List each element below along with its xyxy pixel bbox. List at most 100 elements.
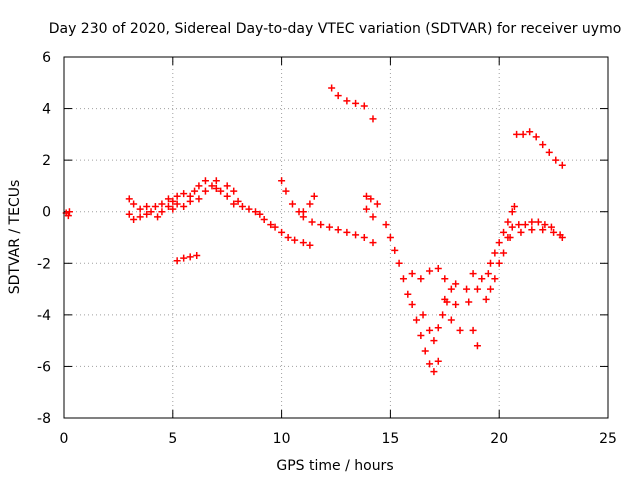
data-point [508, 208, 516, 216]
data-point [191, 187, 199, 195]
data-point [310, 192, 318, 200]
data-point [201, 187, 209, 195]
data-point [452, 301, 460, 309]
data-point [212, 185, 220, 193]
data-point [469, 326, 477, 334]
data-point [439, 311, 447, 319]
data-point [373, 200, 381, 208]
data-point [417, 331, 425, 339]
x-tick-label: 15 [381, 431, 399, 447]
data-point [506, 234, 514, 241]
x-tick-label: 5 [168, 431, 177, 447]
data-point [125, 195, 133, 203]
data-point [452, 280, 460, 288]
data-point [284, 234, 292, 241]
data-point [500, 228, 508, 236]
data-point [526, 128, 534, 136]
data-point [173, 200, 181, 208]
y-tick-label: -6 [37, 359, 51, 375]
plot-background [64, 57, 608, 418]
data-point [151, 203, 159, 211]
data-point [251, 208, 259, 216]
data-point [521, 221, 529, 229]
data-point [334, 92, 342, 100]
data-point [291, 236, 299, 244]
data-point [486, 259, 494, 267]
data-point [478, 275, 486, 283]
data-point [299, 208, 307, 216]
data-point [278, 228, 286, 236]
data-point [147, 208, 155, 216]
data-point [334, 226, 342, 234]
data-point [143, 210, 151, 218]
data-point [473, 342, 481, 350]
data-point [473, 285, 481, 293]
data-point [352, 231, 360, 239]
data-point [430, 337, 438, 345]
data-point [230, 200, 238, 208]
y-tick-label: -2 [37, 256, 51, 272]
data-point [550, 228, 558, 236]
data-point [558, 234, 566, 241]
data-point [343, 97, 351, 105]
y-tick-label: -4 [37, 308, 51, 324]
data-point [212, 177, 220, 185]
data-point [426, 360, 434, 368]
data-point [399, 275, 407, 283]
data-point [500, 249, 508, 257]
y-tick-label: 6 [42, 50, 51, 66]
data-point [417, 275, 425, 283]
x-tick-label: 20 [490, 431, 508, 447]
data-point [125, 210, 133, 218]
data-point [504, 218, 512, 226]
data-point [434, 264, 442, 272]
data-point [299, 239, 307, 247]
data-point [173, 192, 181, 200]
data-point [256, 210, 264, 218]
x-axis-label: GPS time / hours [276, 458, 393, 474]
data-point [169, 197, 177, 205]
data-point [271, 223, 279, 231]
data-point [308, 218, 316, 226]
data-points [62, 84, 566, 376]
data-point [362, 192, 370, 200]
data-point [510, 203, 518, 211]
data-point [456, 326, 464, 334]
data-point [260, 215, 268, 223]
data-point [508, 223, 516, 231]
data-point [386, 234, 394, 241]
data-point [426, 267, 434, 275]
data-point [193, 252, 201, 260]
data-point [495, 239, 503, 247]
data-point [391, 246, 399, 254]
data-point [136, 205, 144, 213]
data-point [64, 212, 72, 220]
data-point [230, 187, 238, 195]
x-tick-labels: 0 5 10 15 20 25 [60, 431, 617, 447]
data-point [517, 228, 525, 236]
data-point [238, 203, 246, 211]
data-point [426, 326, 434, 334]
plot-frame [63, 56, 609, 419]
data-point [130, 200, 138, 208]
data-point [369, 213, 377, 221]
data-point [158, 208, 166, 216]
x-tick-label: 25 [599, 431, 617, 447]
data-point [154, 213, 162, 221]
data-point [282, 187, 290, 195]
data-point [306, 241, 314, 249]
data-point [65, 208, 73, 216]
data-point [325, 223, 333, 231]
data-point [465, 298, 473, 306]
data-point [419, 311, 427, 319]
data-point [369, 239, 377, 247]
data-point [173, 257, 181, 265]
data-point [491, 275, 499, 283]
data-point [528, 218, 536, 226]
data-point [180, 203, 188, 211]
data-point [486, 285, 494, 293]
y-axis-label: SDTVAR / TECUs [7, 180, 23, 295]
data-point [234, 197, 242, 205]
data-point [495, 259, 503, 267]
